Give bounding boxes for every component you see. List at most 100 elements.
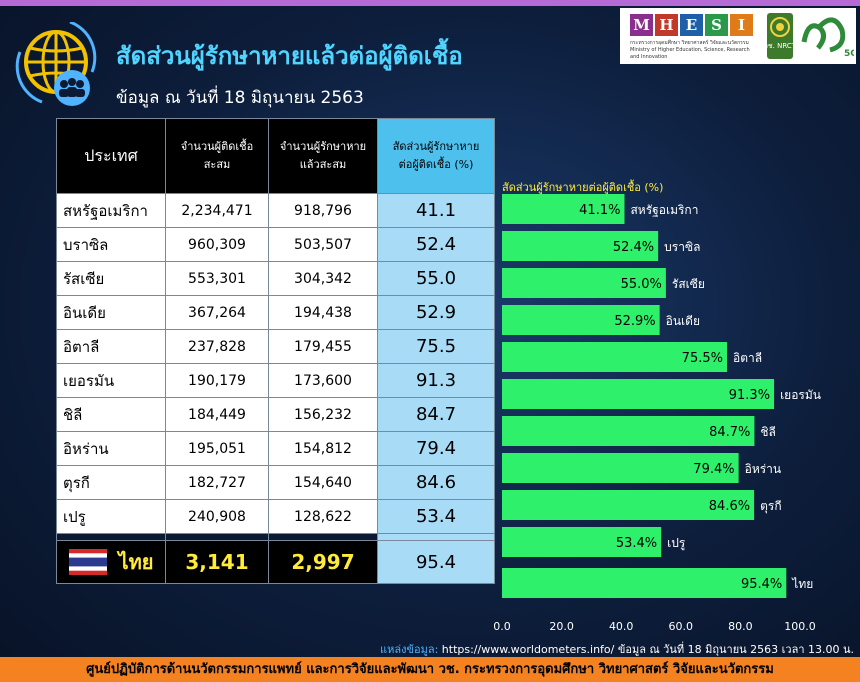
bar-value-label: 79.4% bbox=[693, 462, 734, 477]
cell-country: รัสเซีย bbox=[56, 261, 166, 296]
cell-ratio: 55.0 bbox=[377, 261, 495, 296]
table-row: ตุรกี 182,727 154,640 84.6 bbox=[56, 465, 495, 500]
cell-country-thailand: ไทย bbox=[56, 540, 166, 584]
cell-country: เยอรมัน bbox=[56, 363, 166, 398]
bar-value-label: 53.4% bbox=[616, 536, 657, 551]
x-tick-label: 100.0 bbox=[784, 620, 816, 633]
header-ratio-line1: สัดส่วนผู้รักษาหาย bbox=[392, 140, 480, 153]
cell-country: บราซิล bbox=[56, 227, 166, 262]
x-tick-label: 60.0 bbox=[669, 620, 694, 633]
table-header-row: ประเทศ จำนวนผู้ติดเชื้อ สะสม จำนวนผู้รักษ… bbox=[56, 118, 495, 194]
cell-country: อิหร่าน bbox=[56, 431, 166, 466]
bar-value-label: 52.9% bbox=[614, 314, 655, 329]
cell-recovered: 179,455 bbox=[268, 329, 378, 364]
cell-ratio: 84.6 bbox=[377, 465, 495, 500]
5g-logo: 5G bbox=[801, 17, 854, 59]
table-row: รัสเซีย 553,301 304,342 55.0 bbox=[56, 261, 495, 296]
table-spacer-row bbox=[56, 533, 495, 541]
bar-category-label: อิหร่าน bbox=[745, 462, 782, 476]
cell-cases: 2,234,471 bbox=[165, 193, 269, 228]
cell-cases-thailand: 3,141 bbox=[165, 540, 269, 584]
nrct-logo-text: วช. NRCT bbox=[766, 42, 794, 50]
x-tick-label: 80.0 bbox=[728, 620, 753, 633]
bar-category-label: บราซิล bbox=[664, 240, 700, 254]
bar bbox=[502, 416, 755, 446]
cell-recovered: 154,640 bbox=[268, 465, 378, 500]
cell-cases: 195,051 bbox=[165, 431, 269, 466]
bar bbox=[502, 527, 662, 557]
mhesi-caption-en: Ministry of Higher Education, Science, R… bbox=[630, 47, 750, 60]
cell-recovered: 173,600 bbox=[268, 363, 378, 398]
mhesi-caption: กระทรวงการอุดมศึกษา วิทยาศาสตร์ วิจัยและ… bbox=[630, 40, 760, 61]
cell-cases: 190,179 bbox=[165, 363, 269, 398]
bar-value-label: 55.0% bbox=[621, 277, 662, 292]
cell-cases: 367,264 bbox=[165, 295, 269, 330]
bar-value-label: 75.5% bbox=[682, 351, 723, 366]
bar-category-label: อินเดีย bbox=[666, 314, 700, 328]
cell-cases: 237,828 bbox=[165, 329, 269, 364]
cell-cases: 553,301 bbox=[165, 261, 269, 296]
cell-country: อิตาลี bbox=[56, 329, 166, 364]
bar bbox=[502, 194, 625, 224]
thailand-label: ไทย bbox=[118, 550, 154, 574]
cell-ratio: 75.5 bbox=[377, 329, 495, 364]
chart-title: สัดส่วนผู้รักษาหายต่อผู้ติดเชื้อ (%) bbox=[502, 181, 664, 194]
cell-ratio: 84.7 bbox=[377, 397, 495, 432]
header-country: ประเทศ bbox=[56, 118, 166, 194]
cell-ratio: 52.9 bbox=[377, 295, 495, 330]
bar bbox=[502, 568, 787, 598]
bar-value-label: 95.4% bbox=[741, 577, 782, 592]
cell-ratio-thailand: 95.4 bbox=[377, 540, 495, 584]
table-row: อินเดีย 367,264 194,438 52.9 bbox=[56, 295, 495, 330]
bar-value-label: 84.6% bbox=[709, 499, 750, 514]
bar-category-label: ไทย bbox=[791, 577, 813, 591]
cell-ratio: 91.3 bbox=[377, 363, 495, 398]
cell-ratio: 41.1 bbox=[377, 193, 495, 228]
cell-recovered: 918,796 bbox=[268, 193, 378, 228]
cell-cases: 240,908 bbox=[165, 499, 269, 534]
cell-cases: 184,449 bbox=[165, 397, 269, 432]
bar bbox=[502, 342, 727, 372]
cell-recovered: 154,812 bbox=[268, 431, 378, 466]
header-cases: จำนวนผู้ติดเชื้อ สะสม bbox=[165, 118, 269, 194]
cell-country: อินเดีย bbox=[56, 295, 166, 330]
data-table: ประเทศ จำนวนผู้ติดเชื้อ สะสม จำนวนผู้รักษ… bbox=[56, 118, 495, 584]
bar-category-label: เยอรมัน bbox=[780, 388, 821, 402]
cell-ratio: 53.4 bbox=[377, 499, 495, 534]
source-text: https://www.worldometers.info/ ข้อมูล ณ … bbox=[441, 643, 855, 656]
bar-value-label: 91.3% bbox=[729, 388, 770, 403]
cell-recovered: 503,507 bbox=[268, 227, 378, 262]
table-row: สหรัฐอเมริกา 2,234,471 918,796 41.1 bbox=[56, 193, 495, 228]
bar-category-label: ชิลี bbox=[760, 425, 776, 439]
top-accent-bar bbox=[0, 0, 860, 6]
globe-people-icon bbox=[15, 22, 97, 106]
bar-category-label: เปรู bbox=[667, 536, 686, 551]
cell-country: สหรัฐอเมริกา bbox=[56, 193, 166, 228]
bar-value-label: 52.4% bbox=[613, 240, 654, 255]
source-label: แหล่งข้อมูล: bbox=[380, 643, 439, 656]
table-row: อิตาลี 237,828 179,455 75.5 bbox=[56, 329, 495, 364]
header-recovered-line1: จำนวนผู้รักษาหาย bbox=[279, 140, 367, 153]
cell-recovered-thailand: 2,997 bbox=[268, 540, 378, 584]
cell-recovered: 304,342 bbox=[268, 261, 378, 296]
5g-logo-text: 5G bbox=[844, 49, 854, 59]
header-cases-line2: สะสม bbox=[203, 158, 231, 171]
x-tick-label: 40.0 bbox=[609, 620, 634, 633]
table-row: เปรู 240,908 128,622 53.4 bbox=[56, 499, 495, 534]
footer-bar: ศูนย์ปฏิบัติการด้านนวัตกรรมการแพทย์ และก… bbox=[0, 657, 860, 682]
mhesi-letter: H bbox=[655, 14, 678, 36]
thailand-flag-icon bbox=[68, 549, 107, 575]
table-row-thailand: ไทย 3,141 2,997 95.4 bbox=[56, 540, 495, 584]
page-subtitle: ข้อมูล ณ วันที่ 18 มิถุนายน 2563 bbox=[116, 88, 364, 108]
source-note: แหล่งข้อมูล: https://www.worldometers.in… bbox=[380, 640, 854, 658]
mhesi-caption-th: กระทรวงการอุดมศึกษา วิทยาศาสตร์ วิจัยและ… bbox=[630, 40, 749, 46]
cell-ratio: 52.4 bbox=[377, 227, 495, 262]
bar-category-label: ตุรกี bbox=[760, 499, 782, 514]
cell-cases: 182,727 bbox=[165, 465, 269, 500]
table-row: เยอรมัน 190,179 173,600 91.3 bbox=[56, 363, 495, 398]
header-recovered: จำนวนผู้รักษาหาย แล้วสะสม bbox=[268, 118, 378, 194]
mhesi-letter: S bbox=[705, 14, 728, 36]
bar bbox=[502, 231, 659, 261]
table-row: บราซิล 960,309 503,507 52.4 bbox=[56, 227, 495, 262]
